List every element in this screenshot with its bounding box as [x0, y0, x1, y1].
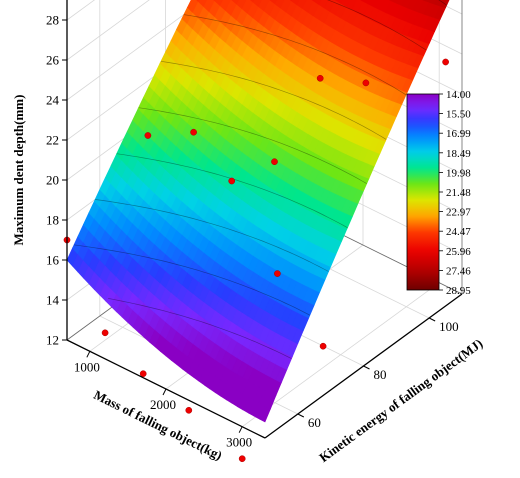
- surface-cell: [236, 0, 248, 10]
- data-point: [442, 58, 449, 66]
- z-tick-label: 20: [46, 173, 59, 188]
- contour-line: [138, 107, 367, 184]
- surface-cell: [406, 0, 418, 11]
- contour-line: [327, 0, 427, 51]
- contour-line: [160, 60, 387, 140]
- contour-line: [73, 244, 311, 316]
- colorbar-label: 27.46: [446, 265, 471, 277]
- colorbar-gradient: [406, 93, 440, 291]
- y-tick-label: 100: [439, 319, 459, 334]
- data-point: [139, 370, 147, 378]
- surface-cell: [219, 0, 232, 12]
- colorbar: 14.00 15.50 16.99 18.49 19.98 21.48 22.97 24.47…: [406, 89, 471, 297]
- surface-cell: [368, 0, 378, 8]
- surface-cell: [373, 0, 385, 11]
- surface-cell: [252, 0, 263, 8]
- contour-line: [183, 14, 407, 96]
- contour-line: [108, 298, 292, 359]
- y-tick: [363, 365, 370, 370]
- data-point: [271, 158, 278, 166]
- surface-cell: [401, 0, 412, 9]
- y-tick-label: 60: [308, 415, 321, 430]
- contour-line: [116, 153, 348, 229]
- z-axis-title: Maximum dent depth(mm): [11, 95, 26, 246]
- surface-cell: [258, 0, 271, 12]
- colorbar-label: 22.97: [446, 207, 471, 219]
- data-point: [101, 329, 109, 337]
- colorbar-label: 28.95: [446, 285, 471, 297]
- x-tick: [238, 426, 243, 433]
- x-tick: [162, 388, 167, 396]
- surface-mesh: [66, 0, 450, 423]
- surface-cell: [318, 0, 330, 9]
- x-tick-label: 2000: [150, 397, 176, 412]
- z-tick-label: 16: [46, 253, 60, 268]
- colorbar-label: 21.48: [446, 187, 471, 199]
- data-point: [362, 79, 370, 87]
- surface-cell: [423, 0, 431, 3]
- surface-cell: [346, 0, 358, 11]
- data-point: [190, 128, 197, 136]
- data-point: [144, 132, 152, 139]
- z-tick-label: 18: [46, 213, 59, 228]
- surface-cell: [214, 0, 224, 7]
- surface-cell: [274, 0, 286, 9]
- colorbar-label: 16.99: [446, 128, 471, 140]
- surface-cell: [362, 0, 371, 5]
- z-grid-line: [66, 0, 463, 61]
- z-tick-label: 14: [46, 293, 60, 308]
- data-point: [228, 177, 236, 185]
- colorbar-label: 19.98: [446, 167, 471, 179]
- z-tick-label: 12: [46, 333, 59, 348]
- colorbar-label: 18.49: [446, 148, 471, 160]
- x-tick: [86, 351, 91, 358]
- surface-cell: [439, 0, 450, 9]
- y-tick-label: 80: [374, 367, 387, 382]
- surface-cell: [335, 0, 344, 4]
- contour-lines: [73, 0, 447, 359]
- y-tick: [428, 317, 436, 322]
- surface-cell: [269, 0, 278, 5]
- surface-cell: [390, 0, 398, 4]
- surface-cell: [198, 0, 208, 8]
- data-point: [274, 270, 281, 277]
- data-point: [316, 74, 324, 82]
- z-tick-label: 28: [46, 13, 59, 28]
- z-tick-label: 24: [46, 93, 60, 108]
- colorbar-label: 24.47: [446, 226, 471, 238]
- data-point: [238, 455, 246, 463]
- surface-cell: [434, 0, 444, 7]
- surface-cell: [428, 0, 437, 5]
- z-tick-label: 22: [46, 133, 59, 148]
- y-tick: [297, 413, 305, 418]
- z-tick-label: 26: [46, 53, 60, 68]
- data-point: [319, 342, 327, 350]
- colorbar-label: 25.96: [446, 246, 471, 258]
- colorbar-label: 15.50: [446, 109, 471, 121]
- x-tick-label: 3000: [226, 435, 252, 450]
- surface-cell: [340, 0, 351, 8]
- data-point: [185, 406, 193, 414]
- surface-cell: [296, 0, 308, 10]
- x-tick-label: 1000: [74, 359, 100, 374]
- contour-line: [95, 199, 329, 272]
- colorbar-label: 14.00: [446, 89, 471, 101]
